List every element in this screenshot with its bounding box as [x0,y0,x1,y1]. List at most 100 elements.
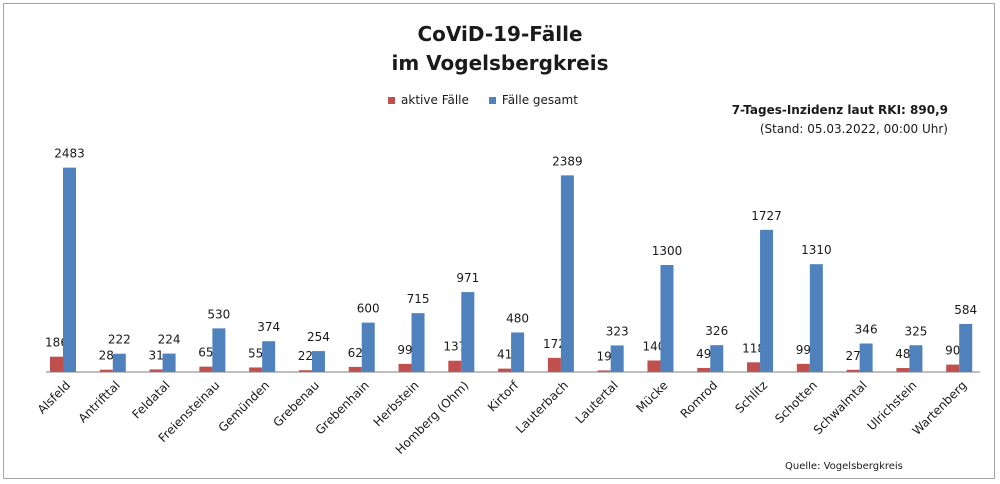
data-label-active-15: 118 [742,341,765,355]
bar-total-19 [959,323,973,372]
data-label-active-9: 137 [443,340,466,354]
bar-total-18 [909,345,923,372]
data-label-active-2: 28 [99,349,114,363]
x-tick-label-12: Lautertal [573,378,621,426]
bar-total-14 [710,345,724,372]
bar-active-6 [298,370,312,372]
chart-title-line1: CoViD-19-Fälle [417,22,583,46]
x-tick-label-13: Mücke [633,378,670,415]
legend-swatch-active [388,96,396,104]
bar-active-8 [398,363,412,372]
bar-total-16 [809,264,823,372]
bar-active-11 [547,357,561,372]
bar-total-1 [63,167,76,372]
bar-active-17 [846,369,860,372]
data-label-total-1: 2483 [54,147,85,161]
data-label-active-8: 99 [397,343,412,357]
bar-total-15 [760,229,774,372]
bar-total-2 [112,353,126,372]
bar-active-18 [896,368,910,372]
data-label-active-3: 31 [148,348,163,362]
legend: aktive Fälle Fälle gesamt [0,93,1000,107]
data-label-active-12: 19 [597,349,612,363]
x-tick-label-1: Alsfeld [35,378,73,416]
data-label-total-10: 480 [506,311,529,325]
bar-active-5 [249,367,263,372]
data-label-active-7: 62 [348,346,363,360]
data-label-active-18: 48 [895,347,910,361]
data-label-total-14: 326 [705,324,728,338]
bar-total-11 [560,175,574,372]
bar-active-19 [946,364,960,372]
incidence-date: (Stand: 05.03.2022, 00:00 Uhr) [759,122,948,136]
x-tick-label-6: Grebenau [271,378,323,430]
data-label-total-18: 325 [904,324,927,338]
bar-total-7 [361,322,375,372]
x-tick-label-11: Lauterbach [513,378,571,436]
source-note: Quelle: Vogelsbergkreis [785,461,903,472]
data-label-active-6: 22 [298,349,313,363]
legend-swatch-total [488,96,496,104]
data-label-total-9: 971 [456,271,479,285]
data-label-active-19: 90 [945,344,960,358]
x-tick-label-8: Herbstein [371,378,422,429]
data-label-total-17: 346 [855,323,878,337]
bar-total-9 [461,292,475,372]
x-tick-label-5: Gemünden [216,378,273,435]
legend-label-active: aktive Fälle [401,93,469,107]
data-label-active-16: 99 [796,343,811,357]
legend-item-total: Fälle gesamt [488,93,578,107]
data-label-active-1: 186 [45,336,68,350]
data-label-active-13: 140 [643,339,666,353]
data-label-total-19: 584 [954,303,977,317]
bar-active-1 [50,356,63,372]
data-label-active-4: 65 [198,346,213,360]
bar-total-3 [162,353,176,372]
data-label-active-5: 55 [248,346,263,360]
x-tick-label-15: Schlitz [732,378,770,416]
x-tick-label-2: Antrifttal [76,378,123,425]
bar-total-17 [859,343,873,372]
data-label-active-14: 49 [696,347,711,361]
x-tick-label-3: Feldatal [129,378,172,421]
data-label-total-3: 224 [158,333,181,347]
x-tick-label-7: Grebenhain [313,378,372,437]
bar-active-12 [597,370,611,372]
data-label-total-4: 530 [207,307,230,321]
data-label-total-11: 2389 [552,154,583,168]
data-label-total-16: 1310 [801,243,832,257]
chart-title-line2: im Vogelsbergkreis [391,51,609,75]
data-label-active-11: 172 [543,337,566,351]
chart-title: CoViD-19-Fälle im Vogelsbergkreis [0,20,1000,78]
data-label-active-10: 41 [497,348,512,362]
x-tick-label-10: Kirtorf [485,378,522,415]
bar-active-9 [448,360,462,372]
bar-total-13 [660,265,674,372]
data-label-total-13: 1300 [652,244,683,258]
x-tick-label-14: Romrod [678,378,721,421]
bar-active-10 [498,368,512,372]
bar-active-15 [747,362,761,372]
data-label-total-5: 374 [257,320,280,334]
data-label-total-12: 323 [606,324,629,338]
bar-total-4 [212,328,226,372]
data-label-total-15: 1727 [751,209,782,223]
data-label-total-7: 600 [357,302,380,316]
data-label-total-8: 715 [407,292,430,306]
bar-total-10 [511,332,525,372]
bar-active-14 [697,367,711,372]
data-label-total-6: 254 [307,330,330,344]
legend-label-total: Fälle gesamt [501,93,578,107]
bar-total-5 [262,341,276,372]
legend-item-active: aktive Fälle [388,93,469,107]
data-label-active-17: 27 [845,349,860,363]
bar-active-2 [99,369,113,372]
bar-active-16 [796,363,810,372]
x-tick-label-16: Schotten [772,378,820,426]
incidence-value: 7-Tages-Inzidenz laut RKI: 890,9 [731,103,948,117]
bar-total-12 [610,345,624,372]
x-tick-label-17: Schwalmtal [811,378,870,437]
incidence-box: 7-Tages-Inzidenz laut RKI: 890,9 (Stand:… [732,101,948,139]
data-label-total-2: 222 [108,333,131,347]
